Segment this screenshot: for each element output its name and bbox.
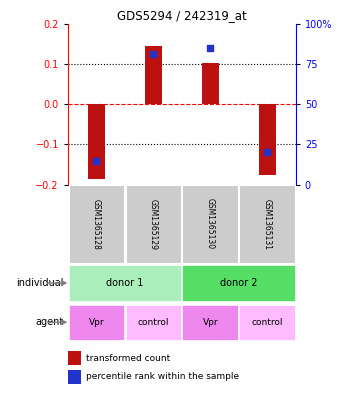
Point [94, 157, 99, 163]
Bar [239, 185, 295, 263]
Point [151, 51, 156, 57]
Text: GSM1365129: GSM1365129 [149, 198, 158, 250]
Bar [183, 185, 238, 263]
Text: donor 1: donor 1 [106, 278, 143, 288]
Text: percentile rank within the sample: percentile rank within the sample [86, 372, 239, 381]
Bar [239, 305, 295, 340]
Bar [69, 305, 124, 340]
Bar [88, 104, 105, 179]
Bar [68, 369, 81, 384]
Bar [68, 351, 81, 365]
Text: control: control [138, 318, 169, 327]
Text: Vpr: Vpr [203, 318, 218, 327]
Bar [69, 185, 124, 263]
Bar [69, 265, 181, 301]
Text: GSM1365128: GSM1365128 [92, 198, 101, 250]
Bar [145, 46, 162, 104]
Bar [202, 63, 219, 104]
Bar [183, 265, 295, 301]
Bar [259, 104, 276, 174]
Text: GSM1365130: GSM1365130 [206, 198, 215, 250]
Text: control: control [252, 318, 283, 327]
Text: individual: individual [16, 278, 64, 288]
Point [265, 149, 270, 156]
Text: donor 2: donor 2 [220, 278, 258, 288]
Text: Vpr: Vpr [89, 318, 104, 327]
Bar [125, 305, 181, 340]
Bar [125, 185, 181, 263]
Text: agent: agent [35, 317, 64, 327]
Point [208, 44, 213, 51]
Bar [183, 305, 238, 340]
Text: transformed count: transformed count [86, 354, 170, 363]
Text: GSM1365131: GSM1365131 [263, 198, 272, 250]
Title: GDS5294 / 242319_at: GDS5294 / 242319_at [117, 9, 247, 22]
